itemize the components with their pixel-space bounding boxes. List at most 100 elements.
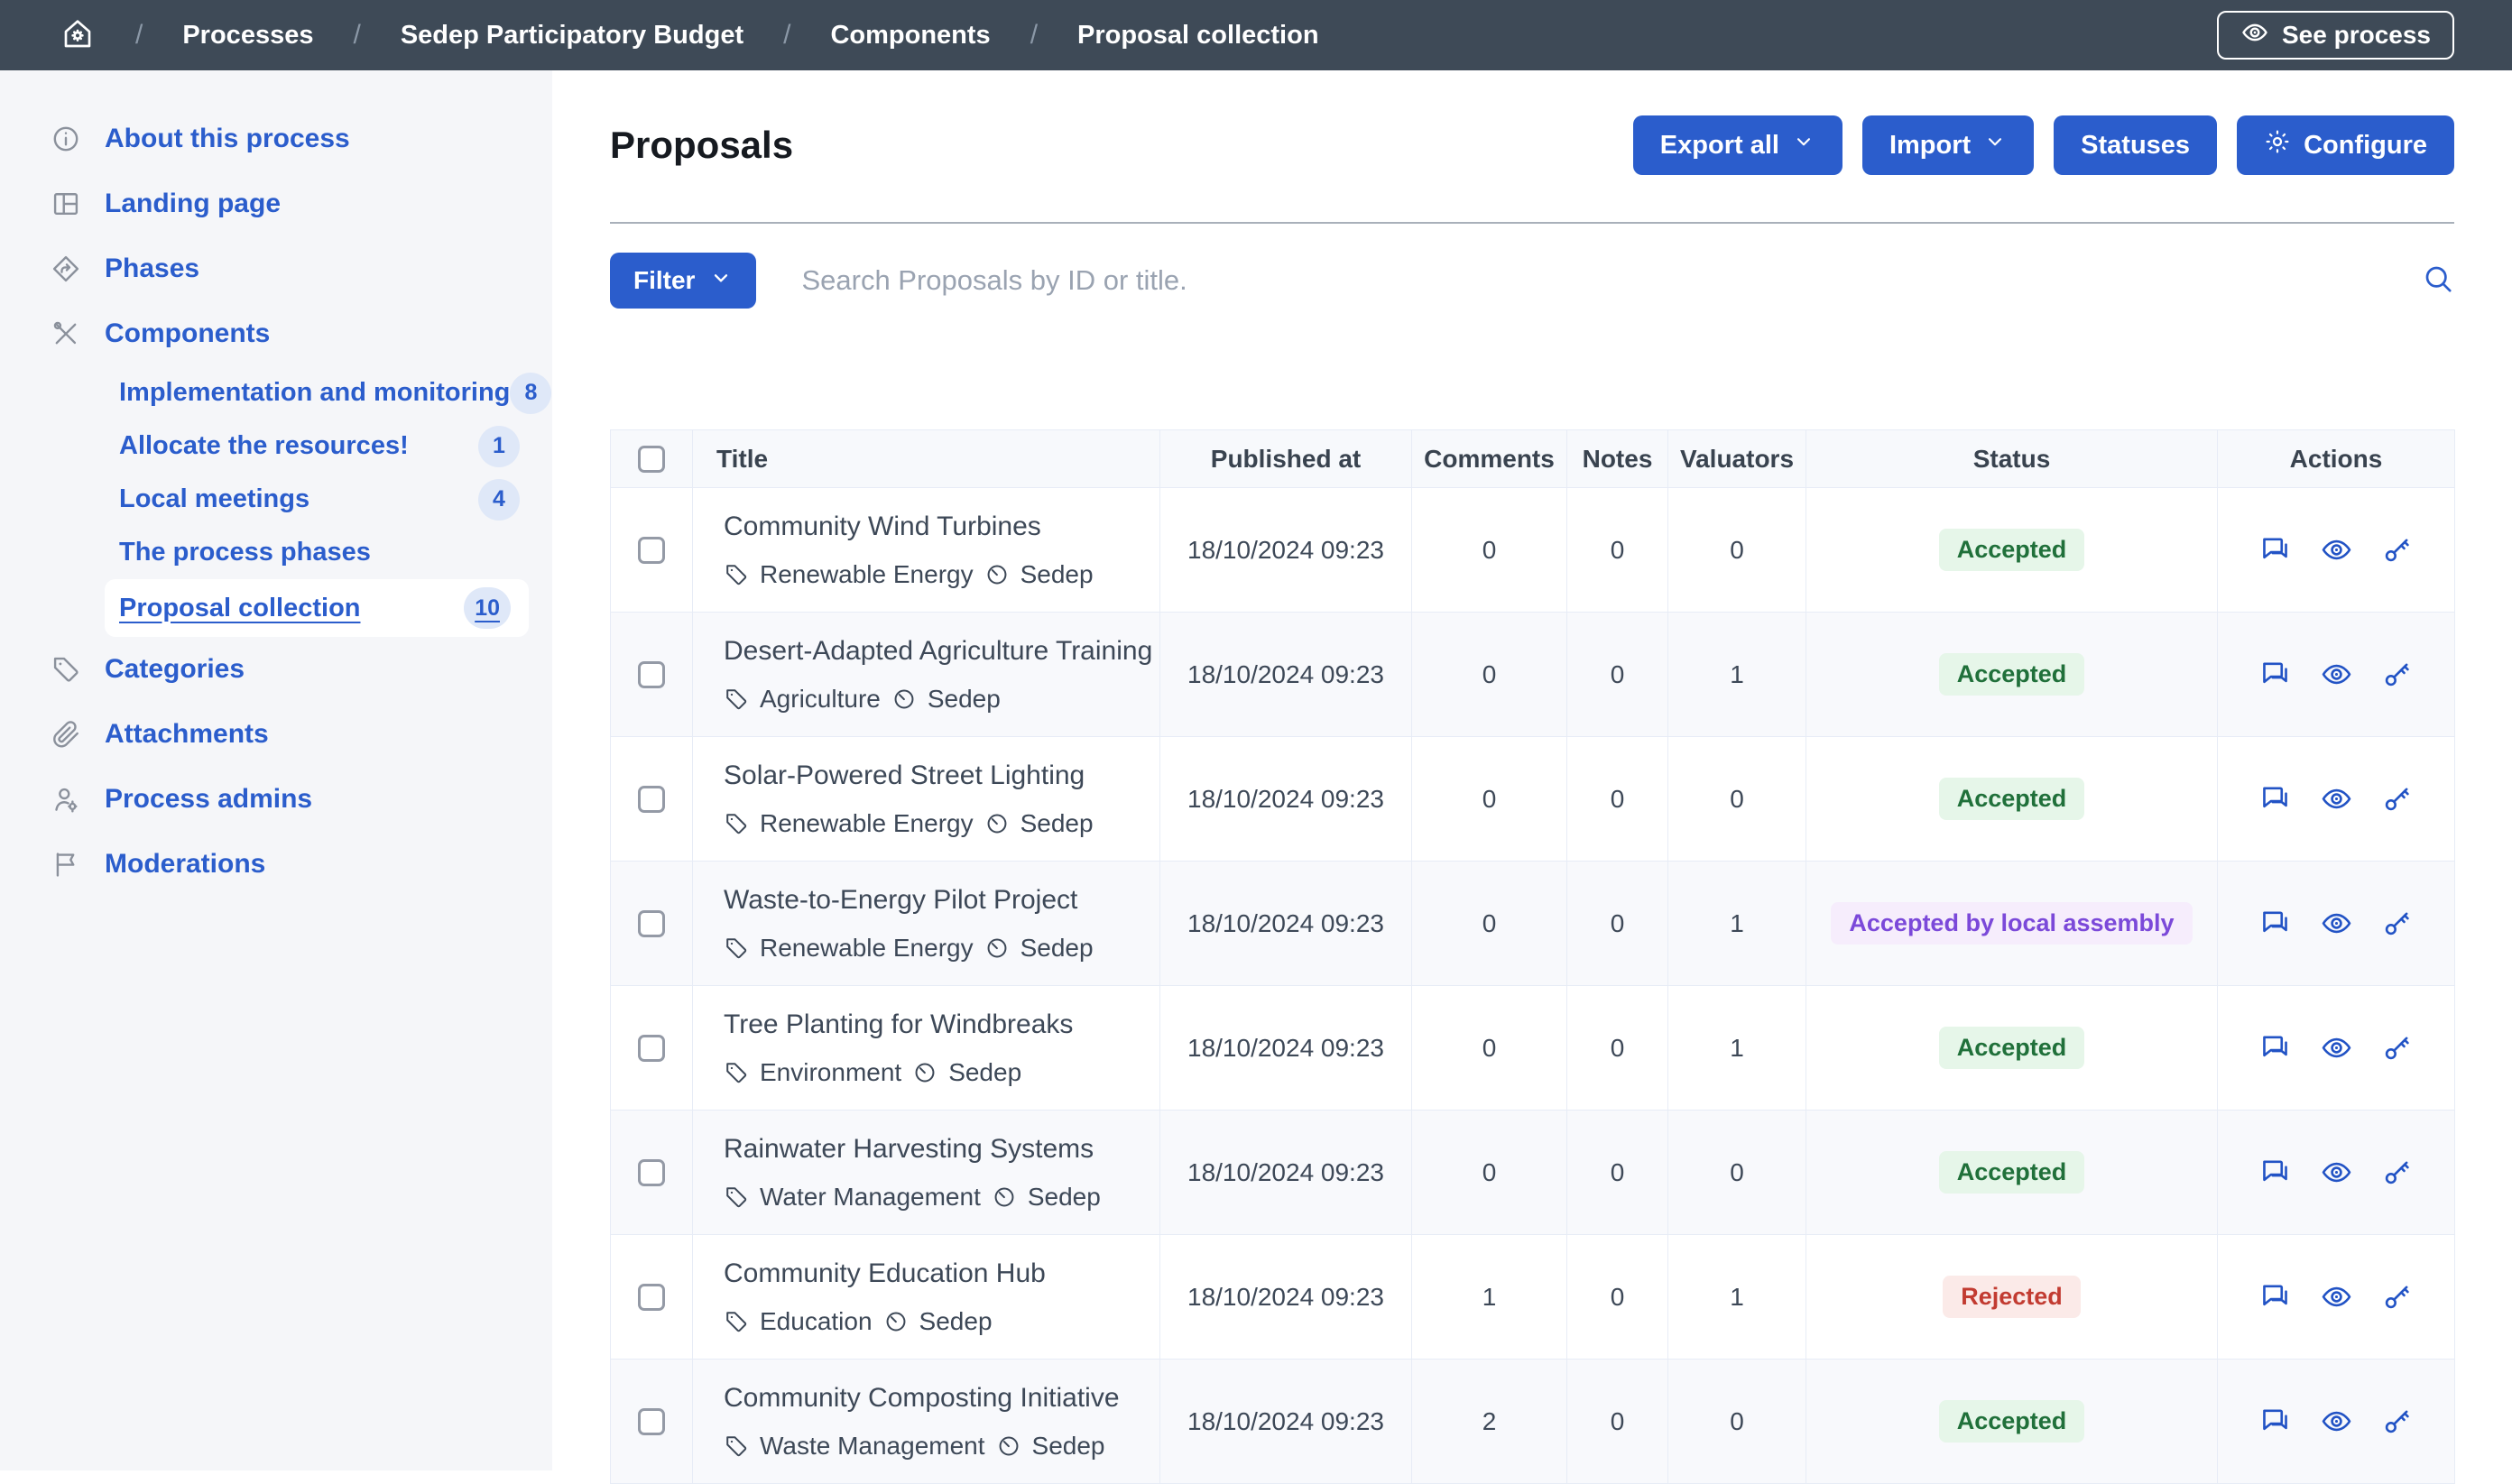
permissions-button[interactable]	[2380, 533, 2414, 567]
sidebar-item-about-this-process[interactable]: About this process	[0, 106, 552, 171]
row-checkbox[interactable]	[638, 1284, 665, 1311]
export-all-label: Export all	[1660, 131, 1779, 161]
valuators-count: 0	[1668, 737, 1806, 862]
sidebar-item-local-meetings[interactable]: Local meetings4	[0, 473, 552, 526]
permissions-button[interactable]	[2380, 907, 2414, 940]
proposal-meta: Renewable Energy Sedep	[724, 934, 1159, 963]
row-checkbox[interactable]	[638, 537, 665, 564]
chat-icon	[2258, 1031, 2292, 1065]
tag-icon	[724, 562, 749, 587]
sidebar-item-allocate-the-resources[interactable]: Allocate the resources!1	[0, 419, 552, 473]
sidebar-item-implementation-and-monitoring[interactable]: Implementation and monitoring8	[0, 366, 552, 419]
sidebar-item-label: Process admins	[105, 784, 312, 815]
comments-count: 0	[1412, 613, 1567, 737]
sidebar-item-process-admins[interactable]: Process admins	[0, 767, 552, 832]
preview-proposal-button[interactable]	[2320, 907, 2353, 940]
statuses-button[interactable]: Statuses	[2054, 115, 2217, 175]
answer-proposal-button[interactable]	[2258, 1156, 2292, 1189]
permissions-button[interactable]	[2380, 1405, 2414, 1438]
preview-proposal-button[interactable]	[2320, 1156, 2353, 1189]
permissions-button[interactable]	[2380, 1031, 2414, 1065]
sidebar-item-moderations[interactable]: Moderations	[0, 832, 552, 897]
row-checkbox[interactable]	[638, 910, 665, 937]
proposal-scope: Sedep	[1028, 1183, 1101, 1212]
column-header-comments: Comments	[1412, 430, 1567, 488]
chat-icon	[2258, 1405, 2292, 1438]
valuators-count: 1	[1668, 1235, 1806, 1360]
answer-proposal-button[interactable]	[2258, 1405, 2292, 1438]
proposal-meta: Waste Management Sedep	[724, 1432, 1159, 1461]
sidebar-item-proposal-collection[interactable]: Proposal collection10	[105, 579, 529, 637]
proposal-title[interactable]: Rainwater Harvesting Systems	[724, 1134, 1159, 1165]
sidebar-item-landing-page[interactable]: Landing page	[0, 171, 552, 236]
toolbar: Export all Import Statuses Configure	[1633, 115, 2454, 175]
proposal-category: Education	[760, 1307, 873, 1336]
export-all-button[interactable]: Export all	[1633, 115, 1842, 175]
row-checkbox[interactable]	[638, 1159, 665, 1186]
answer-proposal-button[interactable]	[2258, 782, 2292, 816]
row-checkbox[interactable]	[638, 786, 665, 813]
filter-button[interactable]: Filter	[610, 253, 756, 309]
tag-icon	[724, 1309, 749, 1334]
tag-icon	[724, 1309, 749, 1334]
proposal-title[interactable]: Desert-Adapted Agriculture Training	[724, 636, 1159, 667]
preview-proposal-button[interactable]	[2320, 1280, 2353, 1313]
see-process-button[interactable]: See process	[2217, 11, 2454, 60]
chat-icon	[2258, 907, 2292, 940]
proposal-scope: Sedep	[1020, 809, 1094, 838]
status-badge: Accepted	[1939, 778, 2085, 820]
preview-proposal-button[interactable]	[2320, 533, 2353, 567]
answer-proposal-button[interactable]	[2258, 533, 2292, 567]
table-row: Solar-Powered Street Lighting Renewable …	[611, 737, 2455, 862]
preview-proposal-button[interactable]	[2320, 1405, 2353, 1438]
sidebar-item-label: Components	[105, 318, 270, 349]
comments-count: 0	[1412, 488, 1567, 613]
sidebar-item-label: About this process	[105, 124, 350, 154]
preview-proposal-button[interactable]	[2320, 1031, 2353, 1065]
sidebar-item-the-process-phases[interactable]: The process phases	[0, 526, 552, 579]
import-button[interactable]: Import	[1862, 115, 2034, 175]
proposal-category: Renewable Energy	[760, 809, 974, 838]
permissions-button[interactable]	[2380, 782, 2414, 816]
chat-icon	[2258, 533, 2292, 567]
permissions-button[interactable]	[2380, 1280, 2414, 1313]
sidebar-item-attachments[interactable]: Attachments	[0, 702, 552, 767]
configure-button[interactable]: Configure	[2237, 115, 2454, 175]
row-checkbox[interactable]	[638, 661, 665, 688]
chevron-down-icon	[709, 266, 733, 296]
sidebar-item-categories[interactable]: Categories	[0, 637, 552, 702]
phases-icon	[51, 253, 81, 284]
answer-proposal-button[interactable]	[2258, 907, 2292, 940]
sidebar-nav: About this process Landing pagePhases Comp…	[0, 106, 552, 897]
proposal-title[interactable]: Waste-to-Energy Pilot Project	[724, 885, 1159, 916]
breadcrumb-item[interactable]: Sedep Participatory Budget	[401, 21, 743, 51]
select-all-checkbox[interactable]	[638, 446, 665, 473]
answer-proposal-button[interactable]	[2258, 1031, 2292, 1065]
search-input[interactable]	[799, 263, 2404, 298]
gear-icon	[2264, 128, 2291, 155]
main-content: Proposals Export all Import Statuses Con…	[552, 70, 2512, 1470]
preview-proposal-button[interactable]	[2320, 658, 2353, 691]
sidebar-item-components[interactable]: Components	[0, 301, 552, 366]
answer-proposal-button[interactable]	[2258, 1280, 2292, 1313]
search-icon[interactable]	[2422, 263, 2454, 300]
row-checkbox[interactable]	[638, 1035, 665, 1062]
row-checkbox[interactable]	[638, 1408, 665, 1435]
sidebar-item-phases[interactable]: Phases	[0, 236, 552, 301]
permissions-button[interactable]	[2380, 1156, 2414, 1189]
breadcrumb-item[interactable]: Proposal collection	[1077, 21, 1319, 51]
answer-proposal-button[interactable]	[2258, 658, 2292, 691]
proposal-title[interactable]: Community Composting Initiative	[724, 1383, 1159, 1414]
scope-icon	[912, 1060, 937, 1085]
proposal-category: Environment	[760, 1058, 901, 1087]
proposal-title[interactable]: Tree Planting for Windbreaks	[724, 1009, 1159, 1040]
breadcrumb-item[interactable]: Processes	[182, 21, 313, 51]
preview-proposal-button[interactable]	[2320, 782, 2353, 816]
proposal-title[interactable]: Community Education Hub	[724, 1258, 1159, 1289]
proposal-title[interactable]: Solar-Powered Street Lighting	[724, 760, 1159, 791]
home-button[interactable]	[60, 15, 96, 56]
breadcrumb-item[interactable]: Components	[830, 21, 990, 51]
proposal-title[interactable]: Community Wind Turbines	[724, 512, 1159, 542]
permissions-button[interactable]	[2380, 658, 2414, 691]
proposals-table: Title Published at Comments Notes Valuat…	[610, 429, 2455, 1484]
